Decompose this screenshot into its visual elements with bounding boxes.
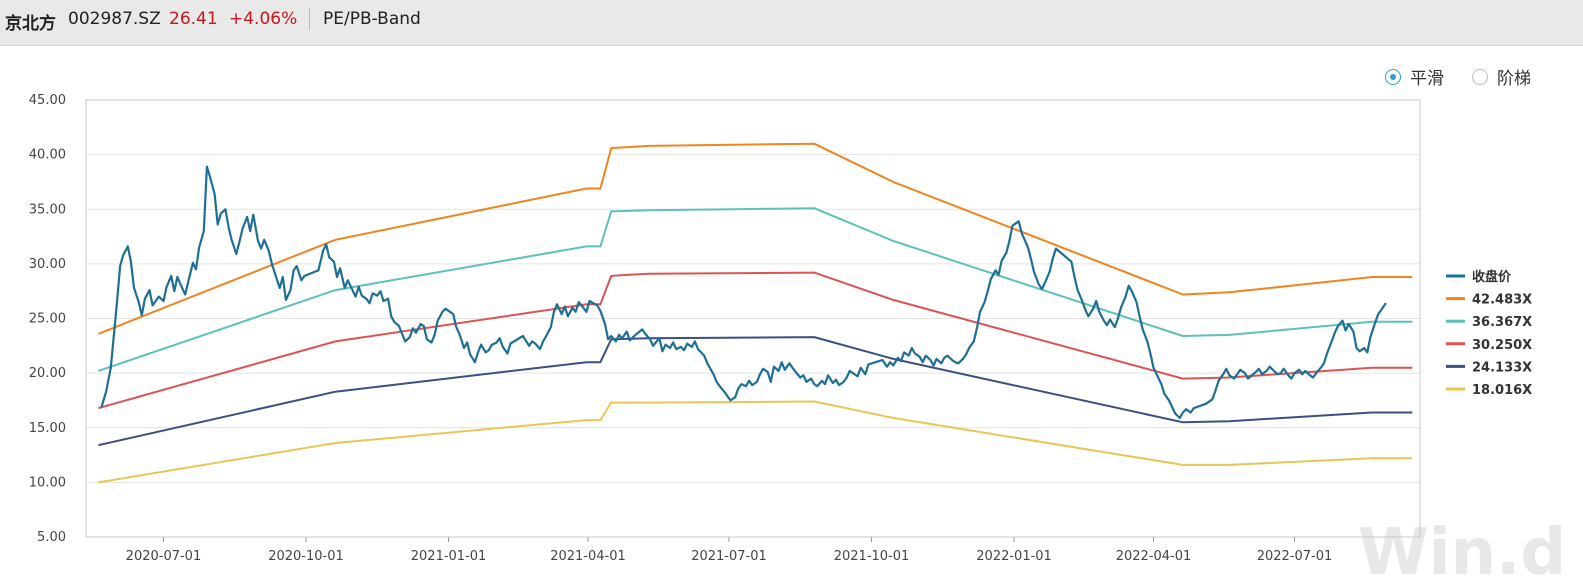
option-smooth-label: 平滑 [1410,69,1444,89]
y-tick-label: 5.00 [37,530,66,545]
y-tick-label: 10.00 [29,475,66,490]
x-tick-label: 2021-07-01 [691,549,767,564]
plot-border [85,99,1421,538]
y-tick-label: 35.00 [29,202,66,217]
x-tick-label: 2022-01-01 [976,549,1052,564]
header-bar: 京北方 002987.SZ 26.41 +4.06% PE/PB-Band [0,0,1583,46]
legend-label: 30.250X [1472,338,1532,353]
y-tick-label: 15.00 [29,421,66,436]
legend-label: 18.016X [1472,383,1532,398]
x-tick-label: 2021-10-01 [834,549,910,564]
x-tick-label: 2020-07-01 [126,549,202,564]
stock-price: 26.41 [169,9,218,29]
y-tick-label: 40.00 [29,148,66,163]
legend-label: 收盘价 [1472,269,1512,285]
legend-label: 24.133X [1472,360,1532,375]
option-step-radio[interactable]: 阶梯 [1472,64,1531,89]
stock-code: 002987.SZ [68,9,161,29]
price-change: +4.06% [229,9,298,29]
x-tick-label: 2020-10-01 [268,549,344,564]
y-tick-label: 20.00 [29,366,66,381]
y-tick-label: 25.00 [29,312,66,327]
chart-mode-title: PE/PB-Band [323,9,421,29]
stock-name: 京北方 [5,14,56,34]
y-tick-label: 45.00 [29,93,66,108]
x-tick-label: 2022-07-01 [1257,549,1333,564]
x-tick-label: 2022-04-01 [1116,549,1192,564]
y-tick-label: 30.00 [29,257,66,272]
series-line-band-1 [98,142,1413,335]
legend-label: 36.367X [1472,315,1532,330]
series-line-band-5 [98,400,1413,484]
option-smooth-radio[interactable]: 平滑 [1385,64,1444,89]
legend-label: 42.483X [1472,293,1532,308]
option-step-label: 阶梯 [1497,69,1531,89]
series-line-close-price [100,165,1387,419]
x-tick-label: 2021-04-01 [550,549,626,564]
series-line-band-4 [98,336,1413,447]
header-divider [309,8,310,30]
series-line-band-3 [98,271,1413,410]
radio-selected-icon [1385,68,1401,85]
x-tick-label: 2021-01-01 [411,549,487,564]
radio-unselected-icon [1472,68,1488,85]
series-line-band-2 [98,207,1413,372]
watermark-text: Win.d [1358,516,1566,582]
